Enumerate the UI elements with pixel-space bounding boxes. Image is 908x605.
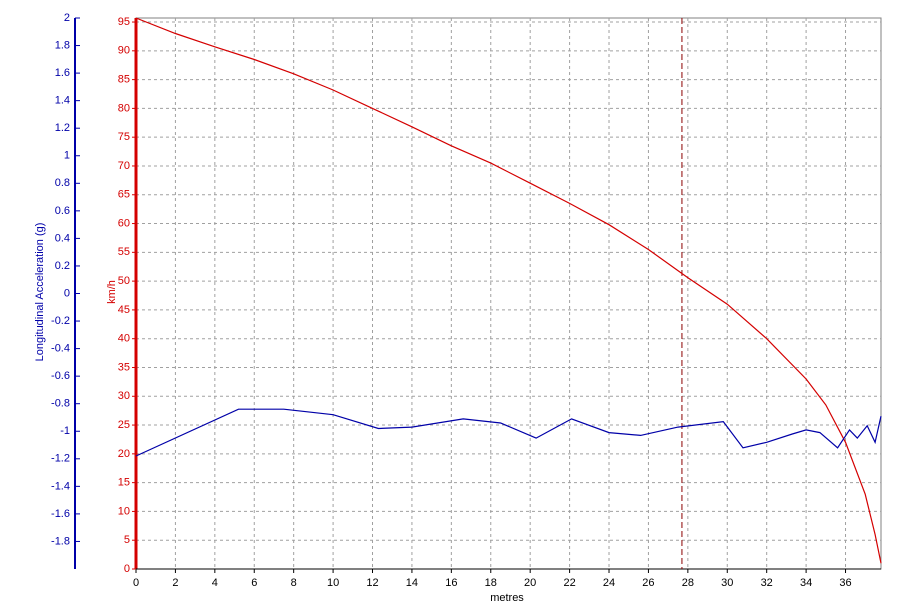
y-tick-label: 60 xyxy=(118,217,130,229)
y-tick-label: 0 xyxy=(124,563,130,575)
y-tick-label: 65 xyxy=(118,189,130,201)
y-tick-label: 25 xyxy=(118,419,130,431)
x-tick-label: 8 xyxy=(291,577,297,589)
y-tick-label: 20 xyxy=(118,448,130,460)
x-tick-label: 6 xyxy=(251,577,257,589)
y2-tick-label: 1.6 xyxy=(55,67,70,79)
series-line xyxy=(135,408,882,457)
y2-tick-label: 0.8 xyxy=(55,177,70,189)
y2-tick-label: 1 xyxy=(64,150,70,162)
y-tick-label: 15 xyxy=(118,477,130,489)
x-tick-label: 4 xyxy=(212,577,218,589)
y-tick-label: 80 xyxy=(118,102,130,114)
x-tick-label: 30 xyxy=(721,577,733,589)
y2-tick-label: 0.6 xyxy=(55,205,70,217)
y-tick-label: 55 xyxy=(118,246,130,258)
x-tick-label: 28 xyxy=(682,577,694,589)
y2-tick-label: -0.2 xyxy=(51,315,70,327)
y-tick-label: 10 xyxy=(118,505,130,517)
y-tick-label: 45 xyxy=(118,304,130,316)
y2-tick-label: -0.4 xyxy=(51,343,70,355)
y2-tick-label: -1.8 xyxy=(51,535,70,547)
x-tick-label: 20 xyxy=(524,577,536,589)
y-tick-label: 50 xyxy=(118,275,130,287)
x-tick-label: 24 xyxy=(603,577,615,589)
y2-tick-label: 0.4 xyxy=(55,232,70,244)
y2-tick-label: 0 xyxy=(64,287,70,299)
y2-axis-label: Longitudinal Acceleration (g) xyxy=(34,223,46,362)
x-tick-label: 18 xyxy=(485,577,497,589)
y2-tick-label: 0.2 xyxy=(55,260,70,272)
x-tick-label: 22 xyxy=(563,577,575,589)
x-tick-label: 14 xyxy=(406,577,418,589)
x-tick-label: 10 xyxy=(327,577,339,589)
x-tick-label: 34 xyxy=(800,577,812,589)
y2-tick-label: -0.8 xyxy=(51,398,70,410)
x-tick-label: 0 xyxy=(133,577,139,589)
y2-tick-label: -1 xyxy=(60,425,70,437)
x-tick-label: 36 xyxy=(839,577,851,589)
plot-area xyxy=(135,17,882,570)
y2-tick-label: -0.6 xyxy=(51,370,70,382)
y2-tick-label: -1.4 xyxy=(51,480,70,492)
series-line xyxy=(135,17,882,564)
x-tick-label: 26 xyxy=(642,577,654,589)
y-tick-label: 70 xyxy=(118,160,130,172)
x-axis-label: metres xyxy=(490,592,524,604)
x-tick-label: 2 xyxy=(172,577,178,589)
y2-tick-label: 1.4 xyxy=(55,95,70,107)
y-tick-label: 85 xyxy=(118,74,130,86)
y2-tick-label: -1.6 xyxy=(51,508,70,520)
y-tick-label: 30 xyxy=(118,390,130,402)
y-tick-label: 5 xyxy=(124,534,130,546)
x-tick-label: 16 xyxy=(445,577,457,589)
x-tick-label: 12 xyxy=(366,577,378,589)
y-tick-label: 40 xyxy=(118,333,130,345)
x-tick-label: 32 xyxy=(761,577,773,589)
y-tick-label: 35 xyxy=(118,361,130,373)
y2-tick-label: -1.2 xyxy=(51,453,70,465)
y2-tick-label: 2 xyxy=(64,12,70,24)
y-tick-label: 75 xyxy=(118,131,130,143)
y-axis-label: km/h xyxy=(106,280,118,304)
y-tick-label: 95 xyxy=(118,16,130,28)
y2-tick-label: 1.2 xyxy=(55,122,70,134)
y-tick-label: 90 xyxy=(118,45,130,57)
y2-tick-label: 1.8 xyxy=(55,39,70,51)
